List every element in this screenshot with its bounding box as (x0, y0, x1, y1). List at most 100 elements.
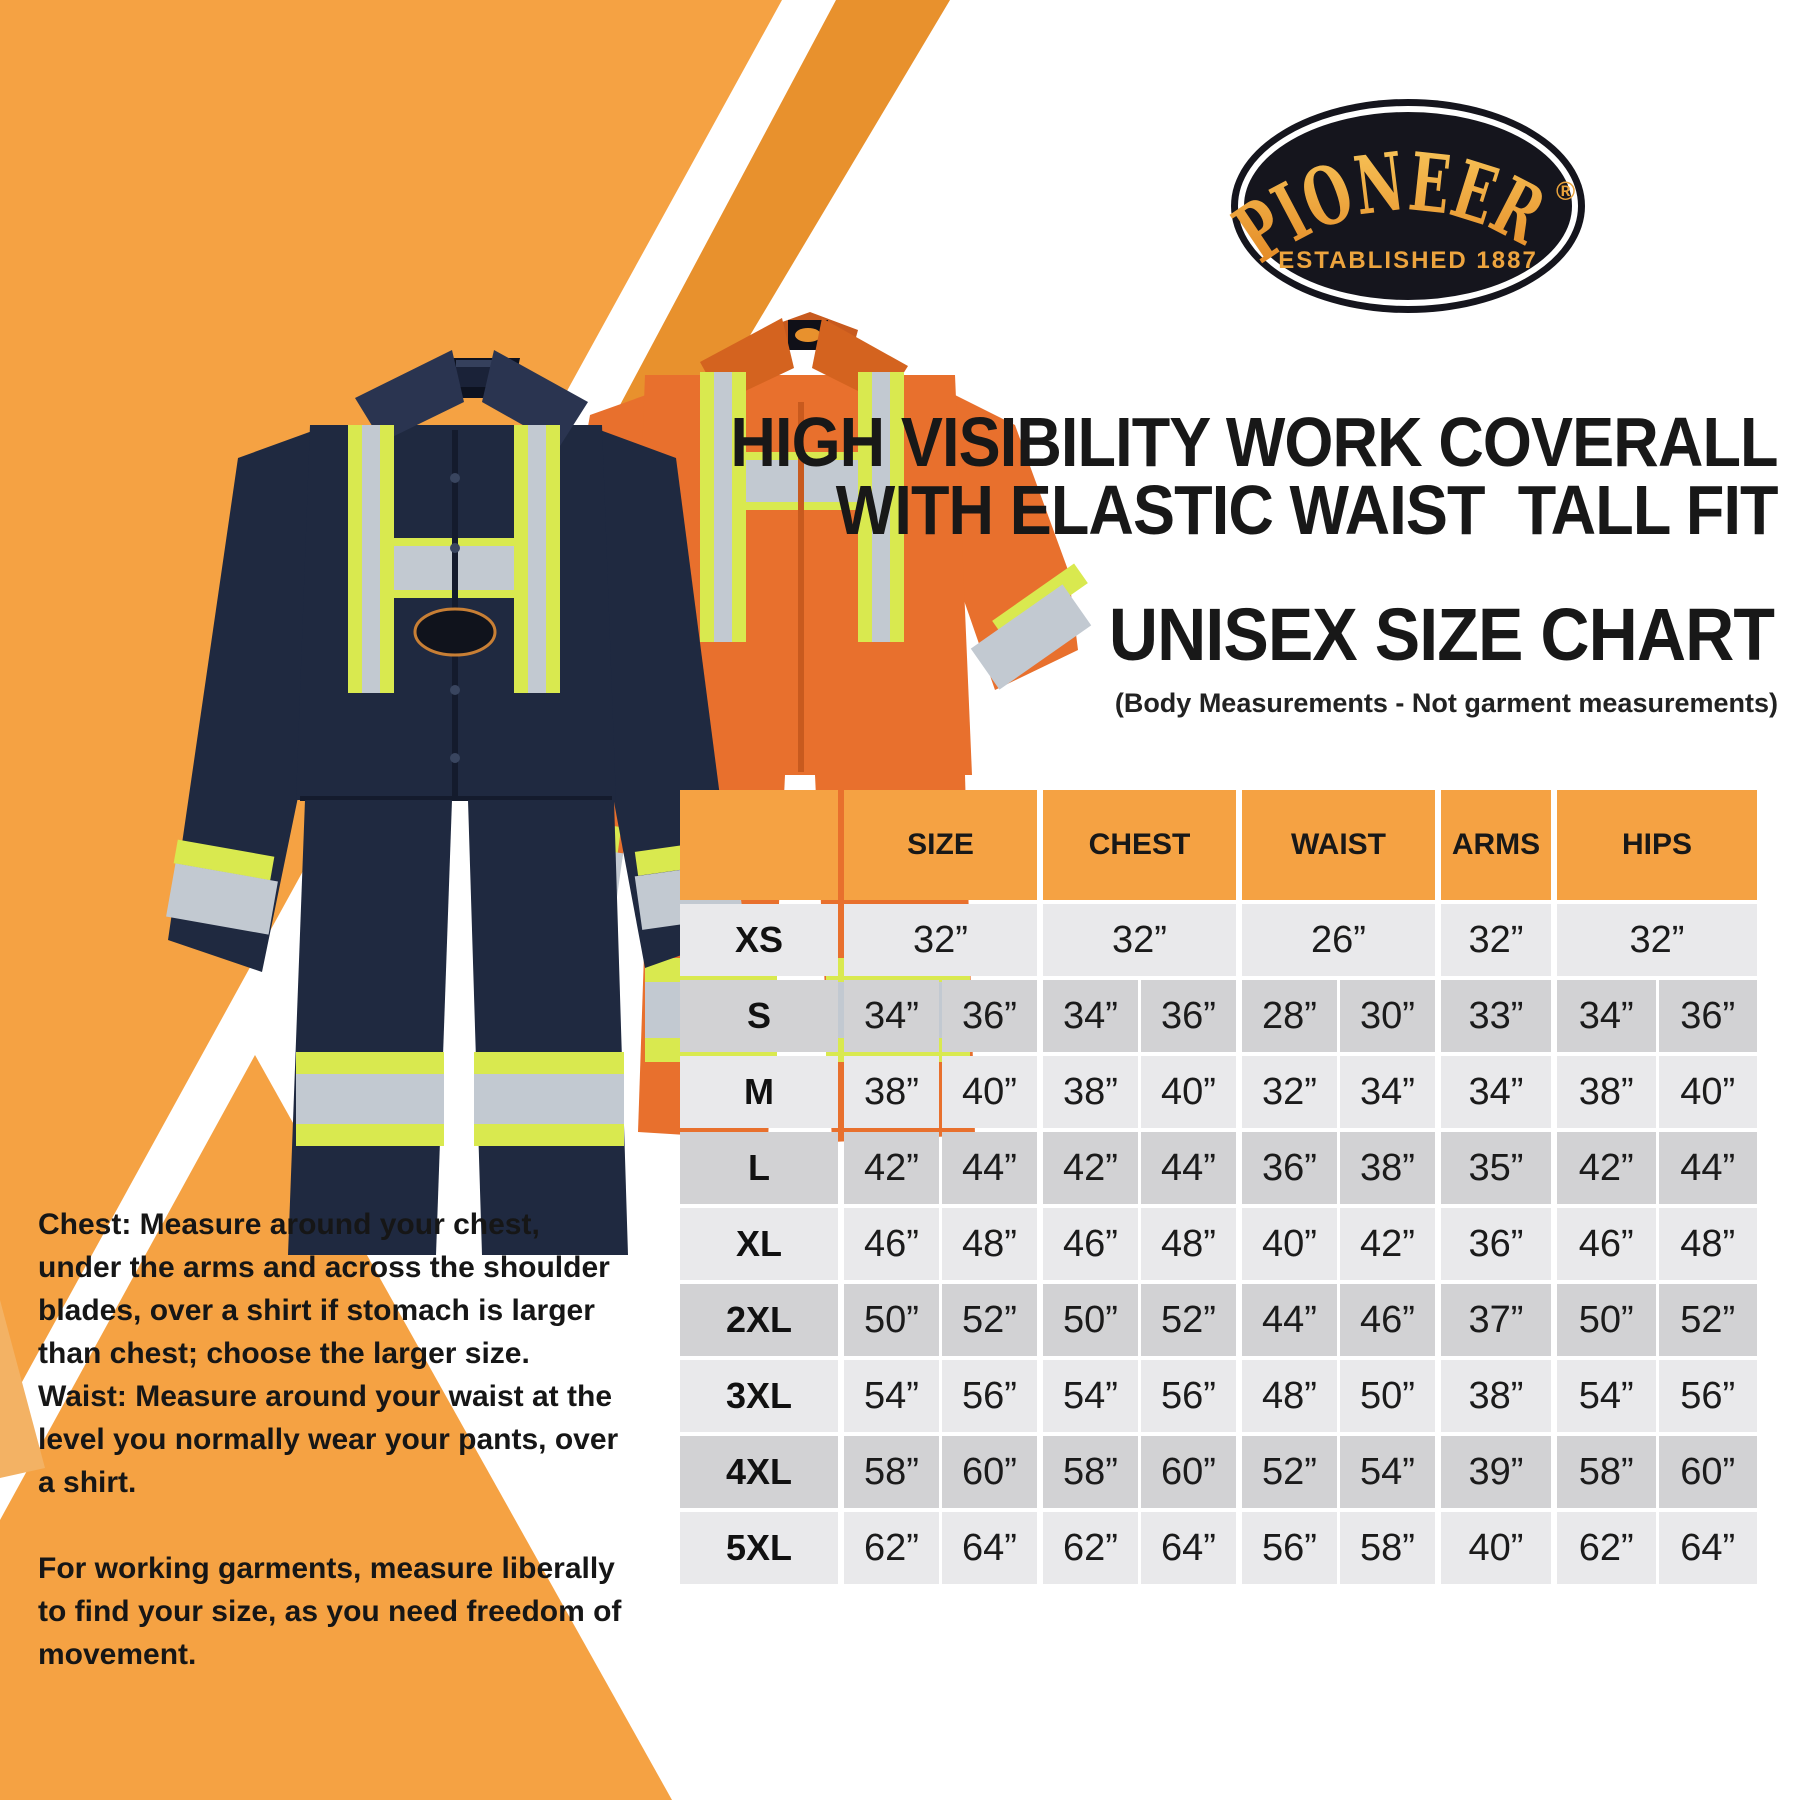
arms-cell: 34” (1441, 1056, 1551, 1128)
waist-value: 30” (1340, 980, 1435, 1052)
row-label-m: M (680, 1056, 838, 1128)
chest-cell: 54” 56” (1043, 1360, 1236, 1432)
chest-value: 60” (1141, 1436, 1236, 1508)
size-value: 50” (844, 1284, 939, 1356)
waist-value: 50” (1340, 1360, 1435, 1432)
arms-cell: 37” (1441, 1284, 1551, 1356)
waist-value: 42” (1340, 1208, 1435, 1280)
column-header-chest: CHEST (1043, 790, 1236, 900)
chest-value: 34” (1043, 980, 1138, 1052)
hips-cell: 38” 40” (1557, 1056, 1757, 1128)
hips-value: 36” (1658, 980, 1757, 1052)
size-cell: 58” 60” (844, 1436, 1037, 1508)
page-title-line2: WITH ELASTIC WAIST TALL FIT (836, 471, 1779, 549)
waist-value: 48” (1242, 1360, 1337, 1432)
size-cell: 50” 52” (844, 1284, 1037, 1356)
size-cell: 46” 48” (844, 1208, 1037, 1280)
hips-cell: 34” 36” (1557, 980, 1757, 1052)
size-value: 58” (844, 1436, 939, 1508)
waist-value: 38” (1340, 1132, 1435, 1204)
hips-value: 34” (1557, 980, 1656, 1052)
chest-value: 50” (1043, 1284, 1138, 1356)
chest-cell: 50” 52” (1043, 1284, 1236, 1356)
arms-cell: 35” (1441, 1132, 1551, 1204)
arms-cell: 33” (1441, 980, 1551, 1052)
waist-cell: 56” 58” (1242, 1512, 1435, 1584)
chest-cell: 34” 36” (1043, 980, 1236, 1052)
chest-cell: 46” 48” (1043, 1208, 1236, 1280)
waist-value: 26” (1242, 904, 1435, 976)
arms-value: 39” (1441, 1436, 1551, 1508)
general-note: For working garments, measure liberally … (38, 1552, 622, 1671)
light-orange-edge-triangle (0, 1300, 45, 1478)
arms-cell: 38” (1441, 1360, 1551, 1432)
waist-value: 46” (1340, 1284, 1435, 1356)
chest-value: 38” (1043, 1056, 1138, 1128)
waist-note: Waist: Measure around your waist at the … (38, 1380, 619, 1499)
hips-value: 58” (1557, 1436, 1656, 1508)
hips-value: 56” (1658, 1360, 1757, 1432)
waist-value: 36” (1242, 1132, 1337, 1204)
arms-value: 40” (1441, 1512, 1551, 1584)
chest-value: 32” (1043, 904, 1236, 976)
size-cell: 38” 40” (844, 1056, 1037, 1128)
hips-value: 32” (1557, 904, 1757, 976)
waist-cell: 48” 50” (1242, 1360, 1435, 1432)
waist-value: 54” (1340, 1436, 1435, 1508)
hips-cell: 54” 56” (1557, 1360, 1757, 1432)
row-label-l: L (680, 1132, 838, 1204)
waist-value: 32” (1242, 1056, 1337, 1128)
hips-value: 64” (1658, 1512, 1757, 1584)
chest-value: 44” (1141, 1132, 1236, 1204)
waist-value: 40” (1242, 1208, 1337, 1280)
hips-value: 44” (1658, 1132, 1757, 1204)
page-title-line1: HIGH VISIBILITY WORK COVERALL (730, 403, 1779, 481)
chest-value: 52” (1141, 1284, 1236, 1356)
hips-value: 40” (1658, 1056, 1757, 1128)
size-value: 48” (942, 1208, 1037, 1280)
size-value: 38” (844, 1056, 939, 1128)
chest-cell: 62” 64” (1043, 1512, 1236, 1584)
arms-value: 33” (1441, 980, 1551, 1052)
row-label-xl: XL (680, 1208, 838, 1280)
chest-value: 40” (1141, 1056, 1236, 1128)
hips-value: 38” (1557, 1056, 1656, 1128)
waist-value: 34” (1340, 1056, 1435, 1128)
hips-cell: 42” 44” (1557, 1132, 1757, 1204)
size-value: 34” (844, 980, 939, 1052)
hips-cell: 50” 52” (1557, 1284, 1757, 1356)
hips-cell: 58” 60” (1557, 1436, 1757, 1508)
arms-value: 34” (1441, 1056, 1551, 1128)
chest-value: 48” (1141, 1208, 1236, 1280)
chest-value: 46” (1043, 1208, 1138, 1280)
logo-oval (1231, 99, 1585, 313)
row-label-xs: XS (680, 904, 838, 976)
row-label-3xl: 3XL (680, 1360, 838, 1432)
size-cell: 42” 44” (844, 1132, 1037, 1204)
chest-cell: 42” 44” (1043, 1132, 1236, 1204)
waist-value: 56” (1242, 1512, 1337, 1584)
size-cell: 54” 56” (844, 1360, 1037, 1432)
hips-value: 42” (1557, 1132, 1656, 1204)
arms-cell: 36” (1441, 1208, 1551, 1280)
size-chart-note: (Body Measurements - Not garment measure… (1114, 688, 1778, 718)
column-header-size: SIZE (844, 790, 1037, 900)
chest-cell: 32” (1043, 904, 1236, 976)
row-label-4xl: 4XL (680, 1436, 838, 1508)
waist-cell: 44” 46” (1242, 1284, 1435, 1356)
arms-cell: 32” (1441, 904, 1551, 976)
size-chart-table: SIZE CHEST WAIST ARMS HIPS XS 32” 32” 26” 32” 32” S… (680, 790, 1757, 1584)
size-chart-heading: UNISEX SIZE CHART (1108, 593, 1775, 676)
hips-value: 62” (1557, 1512, 1656, 1584)
row-label-5xl: 5XL (680, 1512, 838, 1584)
chest-value: 54” (1043, 1360, 1138, 1432)
column-header-hips: HIPS (1557, 790, 1757, 900)
page-title: HIGH VISIBILITY WORK COVERALL WITH ELAST… (614, 403, 1779, 549)
size-cell: 32” (844, 904, 1037, 976)
size-cell: 34” 36” (844, 980, 1037, 1052)
chest-value: 56” (1141, 1360, 1236, 1432)
size-cell: 62” 64” (844, 1512, 1037, 1584)
logo-tagline: ESTABLISHED 1887 (1278, 247, 1538, 274)
navy-coverall-image (166, 350, 744, 1255)
